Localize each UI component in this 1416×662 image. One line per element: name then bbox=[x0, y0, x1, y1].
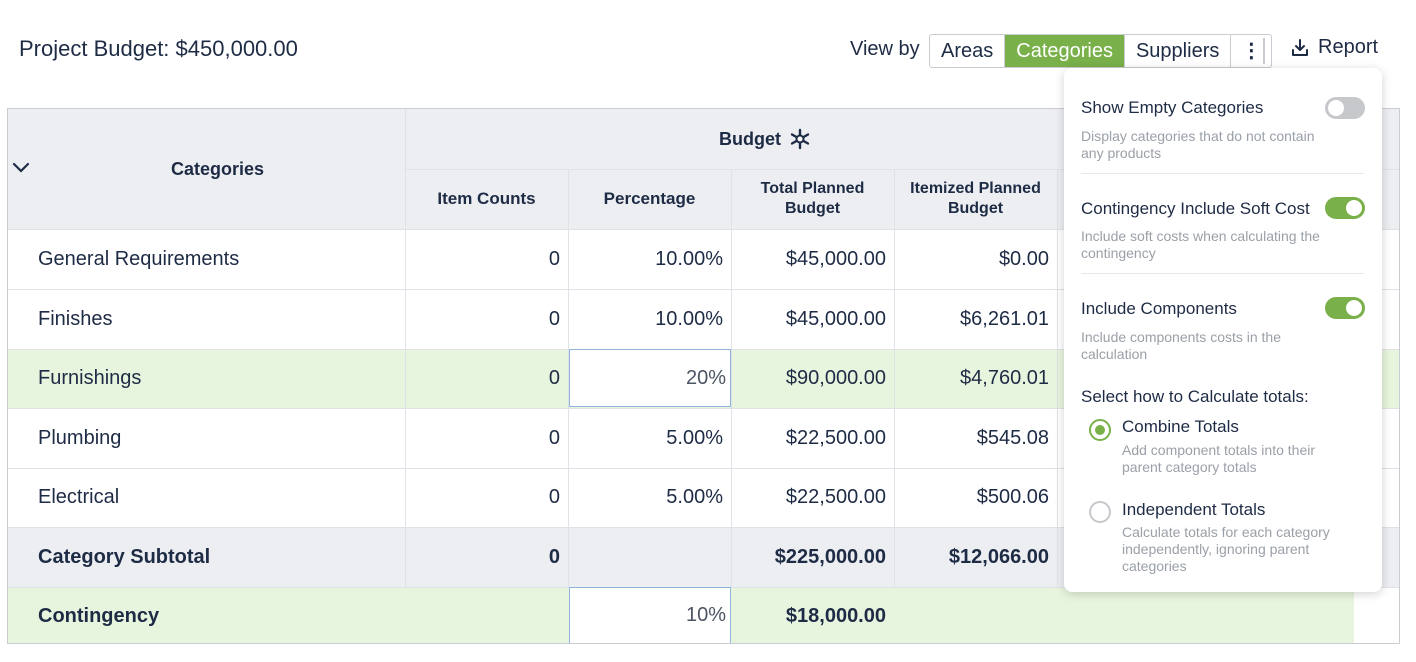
categories-header-cell bbox=[8, 109, 405, 229]
category-name[interactable]: Finishes bbox=[38, 307, 113, 330]
soft-cost-desc: Include soft costs when calculating the … bbox=[1081, 228, 1320, 261]
soft-cost-toggle[interactable] bbox=[1325, 197, 1365, 219]
category-name[interactable]: General Requirements bbox=[38, 247, 240, 270]
grid-line bbox=[8, 408, 1399, 409]
contingency-row-end bbox=[1354, 587, 1399, 643]
category-name[interactable]: Furnishings bbox=[38, 367, 142, 389]
grid-line bbox=[405, 109, 406, 587]
show-empty-categories-toggle[interactable] bbox=[1325, 97, 1365, 119]
panel-divider bbox=[1081, 273, 1364, 274]
budget-group-header: Budget bbox=[405, 109, 1125, 169]
percentage-input[interactable]: 20% bbox=[569, 349, 731, 407]
grid-line bbox=[405, 169, 1399, 170]
report-button[interactable]: Report bbox=[1290, 36, 1378, 59]
grid-line bbox=[731, 169, 732, 587]
item-count-cell: 0 bbox=[548, 307, 560, 330]
grid-line bbox=[8, 289, 1399, 290]
view-by-segmented-control: Areas Categories Suppliers ⋮ bbox=[929, 34, 1273, 68]
header-divider bbox=[1263, 38, 1265, 64]
itemized-planned-cell: $6,261.01 bbox=[960, 307, 1049, 330]
category-name[interactable]: Electrical bbox=[38, 486, 120, 508]
independent-totals-radio[interactable] bbox=[1089, 501, 1111, 523]
contingency-total: $18,000.00 bbox=[785, 604, 886, 627]
asterisk-settings-icon[interactable] bbox=[789, 128, 811, 150]
percentage-cell[interactable]: 5.00% bbox=[666, 486, 723, 508]
percentage-cell[interactable]: 10.00% bbox=[655, 307, 723, 330]
view-by-label: View by bbox=[850, 38, 920, 60]
grid-line bbox=[8, 468, 1399, 469]
itemized-planned-cell: $500.06 bbox=[976, 486, 1049, 508]
grid-line bbox=[1057, 169, 1058, 587]
show-empty-categories-desc: Display categories that do not contain a… bbox=[1081, 128, 1315, 161]
combine-totals-desc: Add component totals into their parent c… bbox=[1122, 442, 1316, 475]
page-title: Project Budget: $450,000.00 bbox=[19, 36, 298, 61]
percentage-header[interactable]: Percentage bbox=[603, 189, 696, 208]
total-planned-cell: $90,000.00 bbox=[785, 367, 886, 389]
subtotal-label: Category Subtotal bbox=[38, 545, 211, 568]
soft-cost-label: Contingency Include Soft Cost bbox=[1081, 199, 1310, 218]
independent-totals-label[interactable]: Independent Totals bbox=[1122, 500, 1266, 519]
category-name[interactable]: Plumbing bbox=[38, 426, 122, 449]
chevron-down-icon[interactable] bbox=[12, 161, 30, 175]
view-suppliers-button[interactable]: Suppliers bbox=[1125, 35, 1232, 67]
budget-table: Categories Budget Item Counts Percentage… bbox=[7, 108, 1400, 644]
download-icon bbox=[1292, 38, 1308, 56]
total-planned-budget-header[interactable]: Total Planned Budget bbox=[760, 180, 865, 217]
total-planned-cell: $22,500.00 bbox=[785, 486, 886, 508]
subtotal-total-planned: $225,000.00 bbox=[774, 545, 886, 568]
itemized-planned-budget-header[interactable]: Itemized Planned Budget bbox=[910, 180, 1041, 217]
view-options-panel: Show Empty Categories Display categories… bbox=[1064, 68, 1382, 592]
independent-totals-desc: Calculate totals for each category indep… bbox=[1122, 524, 1330, 574]
subtotal-itemized-planned: $12,066.00 bbox=[948, 545, 1049, 568]
include-components-toggle[interactable] bbox=[1325, 297, 1365, 319]
subtotal-count: 0 bbox=[548, 545, 560, 568]
include-components-desc: Include components costs in the calculat… bbox=[1081, 329, 1282, 362]
combine-totals-radio[interactable] bbox=[1089, 419, 1111, 441]
grid-line bbox=[8, 229, 1399, 230]
report-label: Report bbox=[1318, 36, 1379, 58]
contingency-label: Contingency bbox=[38, 604, 160, 627]
total-planned-cell: $45,000.00 bbox=[785, 307, 886, 330]
item-count-cell: 0 bbox=[548, 426, 560, 449]
grid-line bbox=[8, 527, 1399, 528]
itemized-planned-cell: $4,760.01 bbox=[960, 367, 1049, 389]
panel-divider bbox=[1081, 173, 1364, 174]
percentage-cell[interactable]: 10.00% bbox=[655, 247, 723, 270]
view-areas-button[interactable]: Areas bbox=[930, 35, 1006, 67]
view-categories-button[interactable]: Categories bbox=[1005, 35, 1125, 67]
calc-totals-label: Select how to Calculate totals: bbox=[1081, 387, 1309, 406]
item-counts-header[interactable]: Item Counts bbox=[437, 189, 536, 208]
itemized-planned-cell: $545.08 bbox=[976, 426, 1049, 449]
combine-totals-label[interactable]: Combine Totals bbox=[1122, 417, 1239, 436]
include-components-label: Include Components bbox=[1081, 299, 1237, 318]
percentage-cell[interactable]: 5.00% bbox=[666, 426, 723, 449]
item-count-cell: 0 bbox=[548, 486, 560, 508]
item-count-cell: 0 bbox=[548, 247, 560, 270]
budget-header-label: Budget bbox=[719, 128, 781, 149]
grid-line bbox=[568, 169, 569, 587]
categories-column-header[interactable]: Categories bbox=[170, 158, 265, 179]
itemized-planned-cell: $0.00 bbox=[998, 247, 1049, 270]
show-empty-categories-label: Show Empty Categories bbox=[1081, 98, 1264, 117]
item-count-cell: 0 bbox=[548, 367, 560, 389]
total-planned-cell: $22,500.00 bbox=[785, 426, 886, 449]
more-options-icon[interactable]: ⋮ bbox=[1241, 40, 1262, 62]
grid-line bbox=[894, 169, 895, 587]
total-planned-cell: $45,000.00 bbox=[785, 247, 886, 270]
contingency-percentage-input[interactable]: 10% bbox=[569, 587, 731, 643]
